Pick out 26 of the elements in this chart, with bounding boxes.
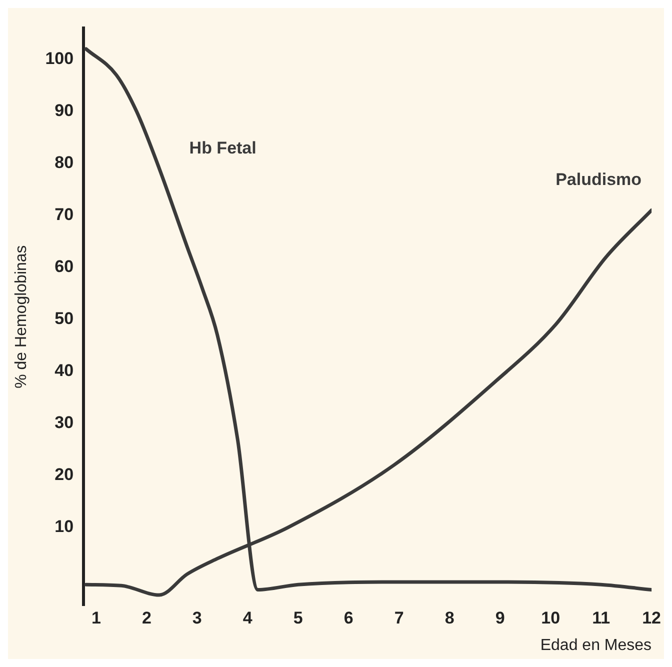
y-tick-label: 20 (54, 465, 74, 484)
x-tick-label: 2 (142, 608, 152, 628)
y-axis-title: % de Hemoglobinas (13, 245, 30, 388)
x-tick-label: 5 (293, 608, 303, 628)
y-tick-label: 30 (54, 413, 74, 432)
x-axis-title: Edad en Meses (540, 636, 652, 654)
y-tick-label: 10 (54, 517, 74, 536)
x-tick-label: 9 (495, 608, 505, 628)
x-tick-label: 6 (344, 608, 354, 628)
x-tick-label: 7 (394, 608, 404, 628)
x-tick-label: 3 (192, 608, 202, 628)
x-tick-label: 4 (242, 608, 253, 628)
series-label: Hb Fetal (189, 138, 256, 158)
y-tick-label: 100 (45, 49, 74, 68)
y-tick-label: 40 (54, 361, 74, 380)
y-tick-label: 90 (54, 101, 74, 120)
x-tick-label: 11 (592, 608, 610, 628)
x-tick-label: 8 (444, 608, 454, 628)
x-tick-label: 10 (541, 608, 560, 628)
y-tick-label: 50 (54, 309, 74, 328)
series-label: Paludismo (556, 170, 642, 189)
x-tick-label: 1 (91, 608, 101, 628)
y-tick-label: 70 (54, 205, 74, 224)
y-tick-label: 60 (54, 257, 74, 276)
y-tick-label: 80 (54, 153, 74, 172)
x-tick-label: 12 (642, 608, 662, 628)
